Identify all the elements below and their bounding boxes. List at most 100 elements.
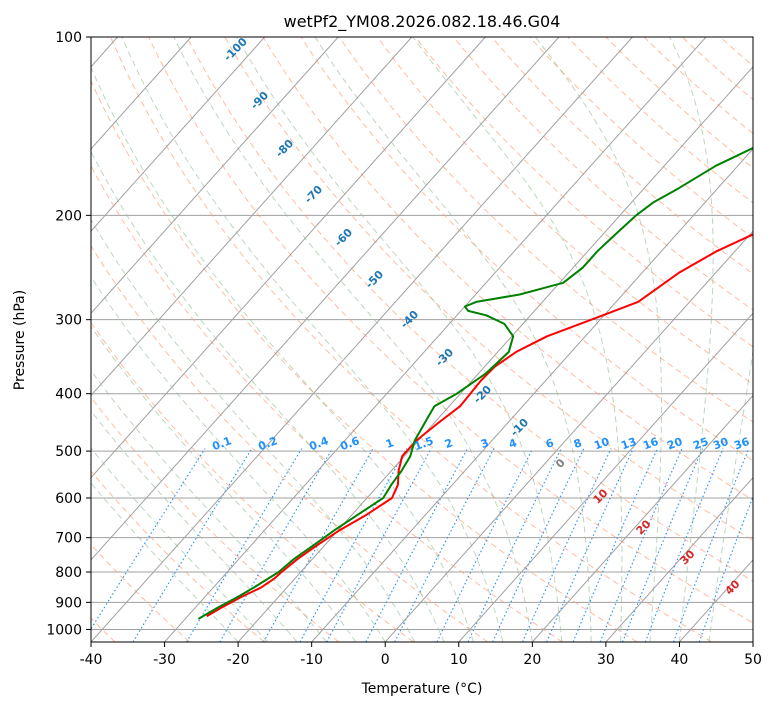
mixing-ratio-line bbox=[219, 448, 333, 642]
x-tick-label: -40 bbox=[80, 652, 103, 668]
isotherm-line bbox=[237, 65, 753, 642]
mixing-ratio-line bbox=[91, 448, 206, 630]
y-tick-label: 500 bbox=[55, 444, 82, 460]
moist-temp-label: -70 bbox=[302, 183, 325, 206]
dry-adiabat-line bbox=[91, 470, 265, 642]
temperature-profile-line bbox=[206, 233, 753, 618]
y-tick-label: 900 bbox=[55, 595, 82, 611]
y-tick-label: 400 bbox=[55, 387, 82, 403]
dry-adiabats bbox=[91, 37, 775, 642]
mixing-ratio-label: 10 bbox=[592, 435, 611, 453]
dry-adiabat-label: 10 bbox=[591, 486, 611, 506]
dry-adiabat-line bbox=[91, 543, 191, 642]
x-tick-label: 40 bbox=[671, 652, 689, 668]
moist-adiabats bbox=[91, 37, 753, 642]
y-tick-label: 600 bbox=[55, 491, 82, 507]
dry-adiabat-line bbox=[91, 321, 414, 642]
dry-adiabat-line bbox=[453, 37, 753, 311]
dry-adiabat-line bbox=[415, 37, 753, 348]
moist-adiabat-line bbox=[314, 37, 592, 642]
isotherm-line bbox=[164, 37, 707, 642]
x-tick-label: 50 bbox=[744, 652, 762, 668]
mixing-ratio-label: 1 bbox=[384, 436, 396, 451]
dry-adiabat-line bbox=[376, 37, 753, 385]
dry-adiabat-line bbox=[567, 37, 753, 204]
dry-adiabat-line bbox=[529, 37, 753, 239]
moist-adiabat-line bbox=[535, 37, 662, 642]
mixing-ratio-line bbox=[572, 448, 658, 642]
mixing-ratio-line bbox=[186, 448, 303, 642]
mixing-ratio-line bbox=[673, 448, 750, 642]
moist-adiabat-line bbox=[669, 37, 714, 642]
mixing-ratio-line bbox=[599, 448, 683, 642]
mixing-ratio-label: 8 bbox=[572, 436, 584, 451]
mixing-ratio-line bbox=[492, 448, 585, 642]
moist-adiabat-line bbox=[91, 447, 268, 642]
inline-labels: -100-90-80-70-60-50-40-30-20-10010203040… bbox=[210, 37, 751, 598]
moist-adiabat-line bbox=[91, 410, 298, 642]
y-axis-label: Pressure (hPa) bbox=[12, 290, 28, 390]
mixing-ratio-line bbox=[326, 448, 432, 642]
dry-adiabat-line bbox=[148, 37, 753, 624]
isotherm-line bbox=[91, 37, 192, 150]
chart-title: wetPf2_YM08.2026.082.18.46.G04 bbox=[284, 12, 561, 32]
isotherm-line bbox=[605, 476, 753, 642]
mixing-ratio-label: 2 bbox=[443, 436, 455, 451]
mixing-ratio-line bbox=[622, 448, 703, 642]
mixing-ratio-line bbox=[644, 448, 724, 642]
mixing-ratio-label: 16 bbox=[641, 435, 660, 453]
moist-temp-label: -50 bbox=[363, 268, 386, 291]
isotherm-line bbox=[91, 37, 413, 397]
isotherm-line bbox=[458, 312, 753, 642]
mixing-ratio-label: 3 bbox=[479, 436, 491, 451]
mixing-ratio-label: 30 bbox=[711, 435, 730, 453]
dry-adiabat-line bbox=[719, 37, 753, 67]
moist-adiabat-line bbox=[91, 369, 327, 642]
dry-adiabat-line bbox=[758, 37, 775, 642]
moist-adiabat-line bbox=[91, 482, 239, 642]
mixing-ratio-label: 0.1 bbox=[210, 434, 233, 453]
dry-adiabat-line bbox=[91, 396, 340, 642]
dry-adiabat-line bbox=[91, 244, 489, 642]
isotherm-line bbox=[91, 37, 339, 315]
x-tick-label: -30 bbox=[153, 652, 176, 668]
x-tick-label: -10 bbox=[300, 652, 323, 668]
moist-temp-label: -30 bbox=[433, 346, 456, 369]
moist-adiabat-line bbox=[91, 275, 386, 642]
mixing-ratio-line bbox=[467, 448, 562, 642]
plot-frame bbox=[90, 36, 754, 643]
x-tick-label: 30 bbox=[597, 652, 615, 668]
mixing-ratio-label: 25 bbox=[691, 435, 710, 452]
mixing-ratio-line bbox=[698, 495, 753, 642]
y-tick-label: 1000 bbox=[46, 622, 82, 638]
moist-adiabat-line bbox=[236, 37, 563, 642]
isotherm-line bbox=[679, 559, 753, 642]
mixing-ratio-label: 6 bbox=[544, 436, 556, 451]
y-tick-label: 100 bbox=[55, 30, 82, 46]
mixing-ratio-label: 0.4 bbox=[307, 434, 330, 453]
mixing-ratio-label: 1.5 bbox=[412, 434, 435, 453]
moist-temp-label: -20 bbox=[471, 383, 494, 406]
isotherm-line bbox=[384, 230, 753, 642]
mixing-ratio-line bbox=[546, 448, 634, 642]
moist-temp-label: -90 bbox=[248, 89, 271, 112]
x-tick-label: 0 bbox=[381, 652, 390, 668]
x-axis-label: Temperature (°C) bbox=[361, 681, 483, 697]
dry-adiabat-label: 30 bbox=[678, 547, 698, 567]
y-tick-label: 700 bbox=[55, 531, 82, 547]
mixing-ratio-label: 36 bbox=[732, 435, 751, 453]
y-axis-ticks: 1000 900 800 700 600 500 400 300 200 100 bbox=[46, 30, 91, 638]
isotherm-line bbox=[531, 394, 753, 642]
mixing-ratio-line bbox=[132, 448, 253, 642]
moist-adiabat-label: 0 bbox=[553, 456, 568, 471]
isotherm-line bbox=[91, 37, 266, 232]
moist-adiabat-line bbox=[412, 37, 623, 642]
mixing-ratio-line bbox=[394, 448, 495, 642]
moist-temp-label: -40 bbox=[398, 308, 421, 331]
mixing-ratio-label: 20 bbox=[665, 435, 684, 453]
dry-adiabat-label: 20 bbox=[634, 517, 654, 537]
dry-adiabat-line bbox=[91, 164, 563, 642]
dewpoint-profile-line bbox=[197, 146, 753, 620]
moist-adiabat-line bbox=[173, 37, 533, 642]
